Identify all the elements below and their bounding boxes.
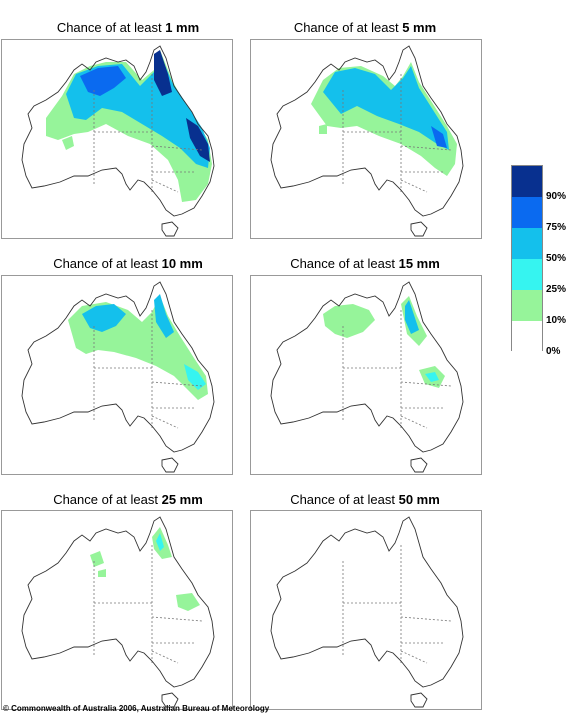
rain-zone: [323, 304, 375, 338]
state-border: [400, 616, 452, 622]
state-border: [151, 145, 203, 151]
rain-zone: [319, 124, 327, 134]
panel-title-15mm: Chance of at least 15 mm: [290, 256, 440, 271]
rain-zone: [82, 304, 126, 332]
panel-title-25mm: Chance of at least 25 mm: [53, 492, 203, 507]
map-panel-5mm: [250, 39, 482, 239]
state-border: [151, 415, 179, 429]
state-border: [400, 179, 428, 193]
legend-tick-10: 10%: [546, 315, 567, 326]
state-border: [400, 381, 452, 387]
tasmania-coastline: [410, 692, 428, 708]
rain-zone: [80, 66, 126, 96]
rain-zone: [90, 551, 104, 567]
copyright-footer: © Commonwealth of Australia 2006, Austra…: [3, 704, 270, 713]
map-panel-10mm: [1, 275, 233, 475]
legend-swatch-50: [512, 228, 542, 259]
mainland-coastline: [270, 516, 464, 688]
state-border: [400, 145, 452, 151]
state-border: [400, 415, 428, 429]
australia-map-15mm: [270, 281, 464, 473]
map-panel-25mm: [1, 510, 233, 710]
australia-map-1mm: [21, 45, 215, 237]
rain-zone: [98, 569, 106, 577]
tasmania-coastline: [410, 457, 428, 473]
rain-zone: [154, 294, 174, 338]
panel-title-5mm: Chance of at least 5 mm: [293, 20, 437, 35]
tasmania-coastline: [161, 457, 179, 473]
legend-swatch-0: [512, 321, 542, 352]
panel-title-1mm: Chance of at least 1 mm: [56, 20, 200, 35]
legend-tick-75: 75%: [546, 222, 567, 233]
legend-swatch-25: [512, 259, 542, 290]
australia-map-50mm: [270, 516, 464, 708]
mainland-coastline: [270, 281, 464, 453]
mainland-coastline: [21, 281, 215, 453]
state-border: [151, 179, 179, 193]
legend-swatch-75: [512, 197, 542, 228]
mainland-coastline: [270, 45, 464, 217]
legend-tick-25: 25%: [546, 284, 567, 295]
state-border: [400, 650, 428, 664]
rain-zone: [405, 300, 419, 334]
state-border: [151, 381, 203, 387]
legend-tick-90: 90%: [546, 191, 567, 202]
rain-zone: [62, 136, 74, 150]
state-border: [151, 616, 203, 622]
australia-map-5mm: [270, 45, 464, 237]
map-panel-1mm: [1, 39, 233, 239]
australia-map-25mm: [21, 516, 215, 708]
probability-legend: [511, 165, 543, 352]
legend-swatch-90: [512, 166, 542, 197]
rain-zone: [323, 66, 449, 150]
panel-title-10mm: Chance of at least 10 mm: [53, 256, 203, 271]
australia-map-10mm: [21, 281, 215, 473]
rain-zone: [154, 50, 172, 96]
map-panel-50mm: [250, 510, 482, 710]
tasmania-coastline: [410, 221, 428, 237]
panel-title-50mm: Chance of at least 50 mm: [290, 492, 440, 507]
rain-zone: [425, 372, 439, 382]
rain-zone: [186, 118, 210, 162]
map-panel-15mm: [250, 275, 482, 475]
legend-tick-0: 0%: [546, 346, 561, 357]
rain-zone: [431, 126, 447, 148]
rain-zone: [184, 364, 206, 390]
rain-zone: [156, 533, 164, 551]
mainland-coastline: [21, 45, 215, 217]
tasmania-coastline: [161, 692, 179, 708]
state-border: [151, 650, 179, 664]
rain-zone: [176, 593, 200, 611]
tasmania-coastline: [161, 221, 179, 237]
legend-tick-50: 50%: [546, 253, 567, 264]
legend-swatch-10: [512, 290, 542, 321]
mainland-coastline: [21, 516, 215, 688]
